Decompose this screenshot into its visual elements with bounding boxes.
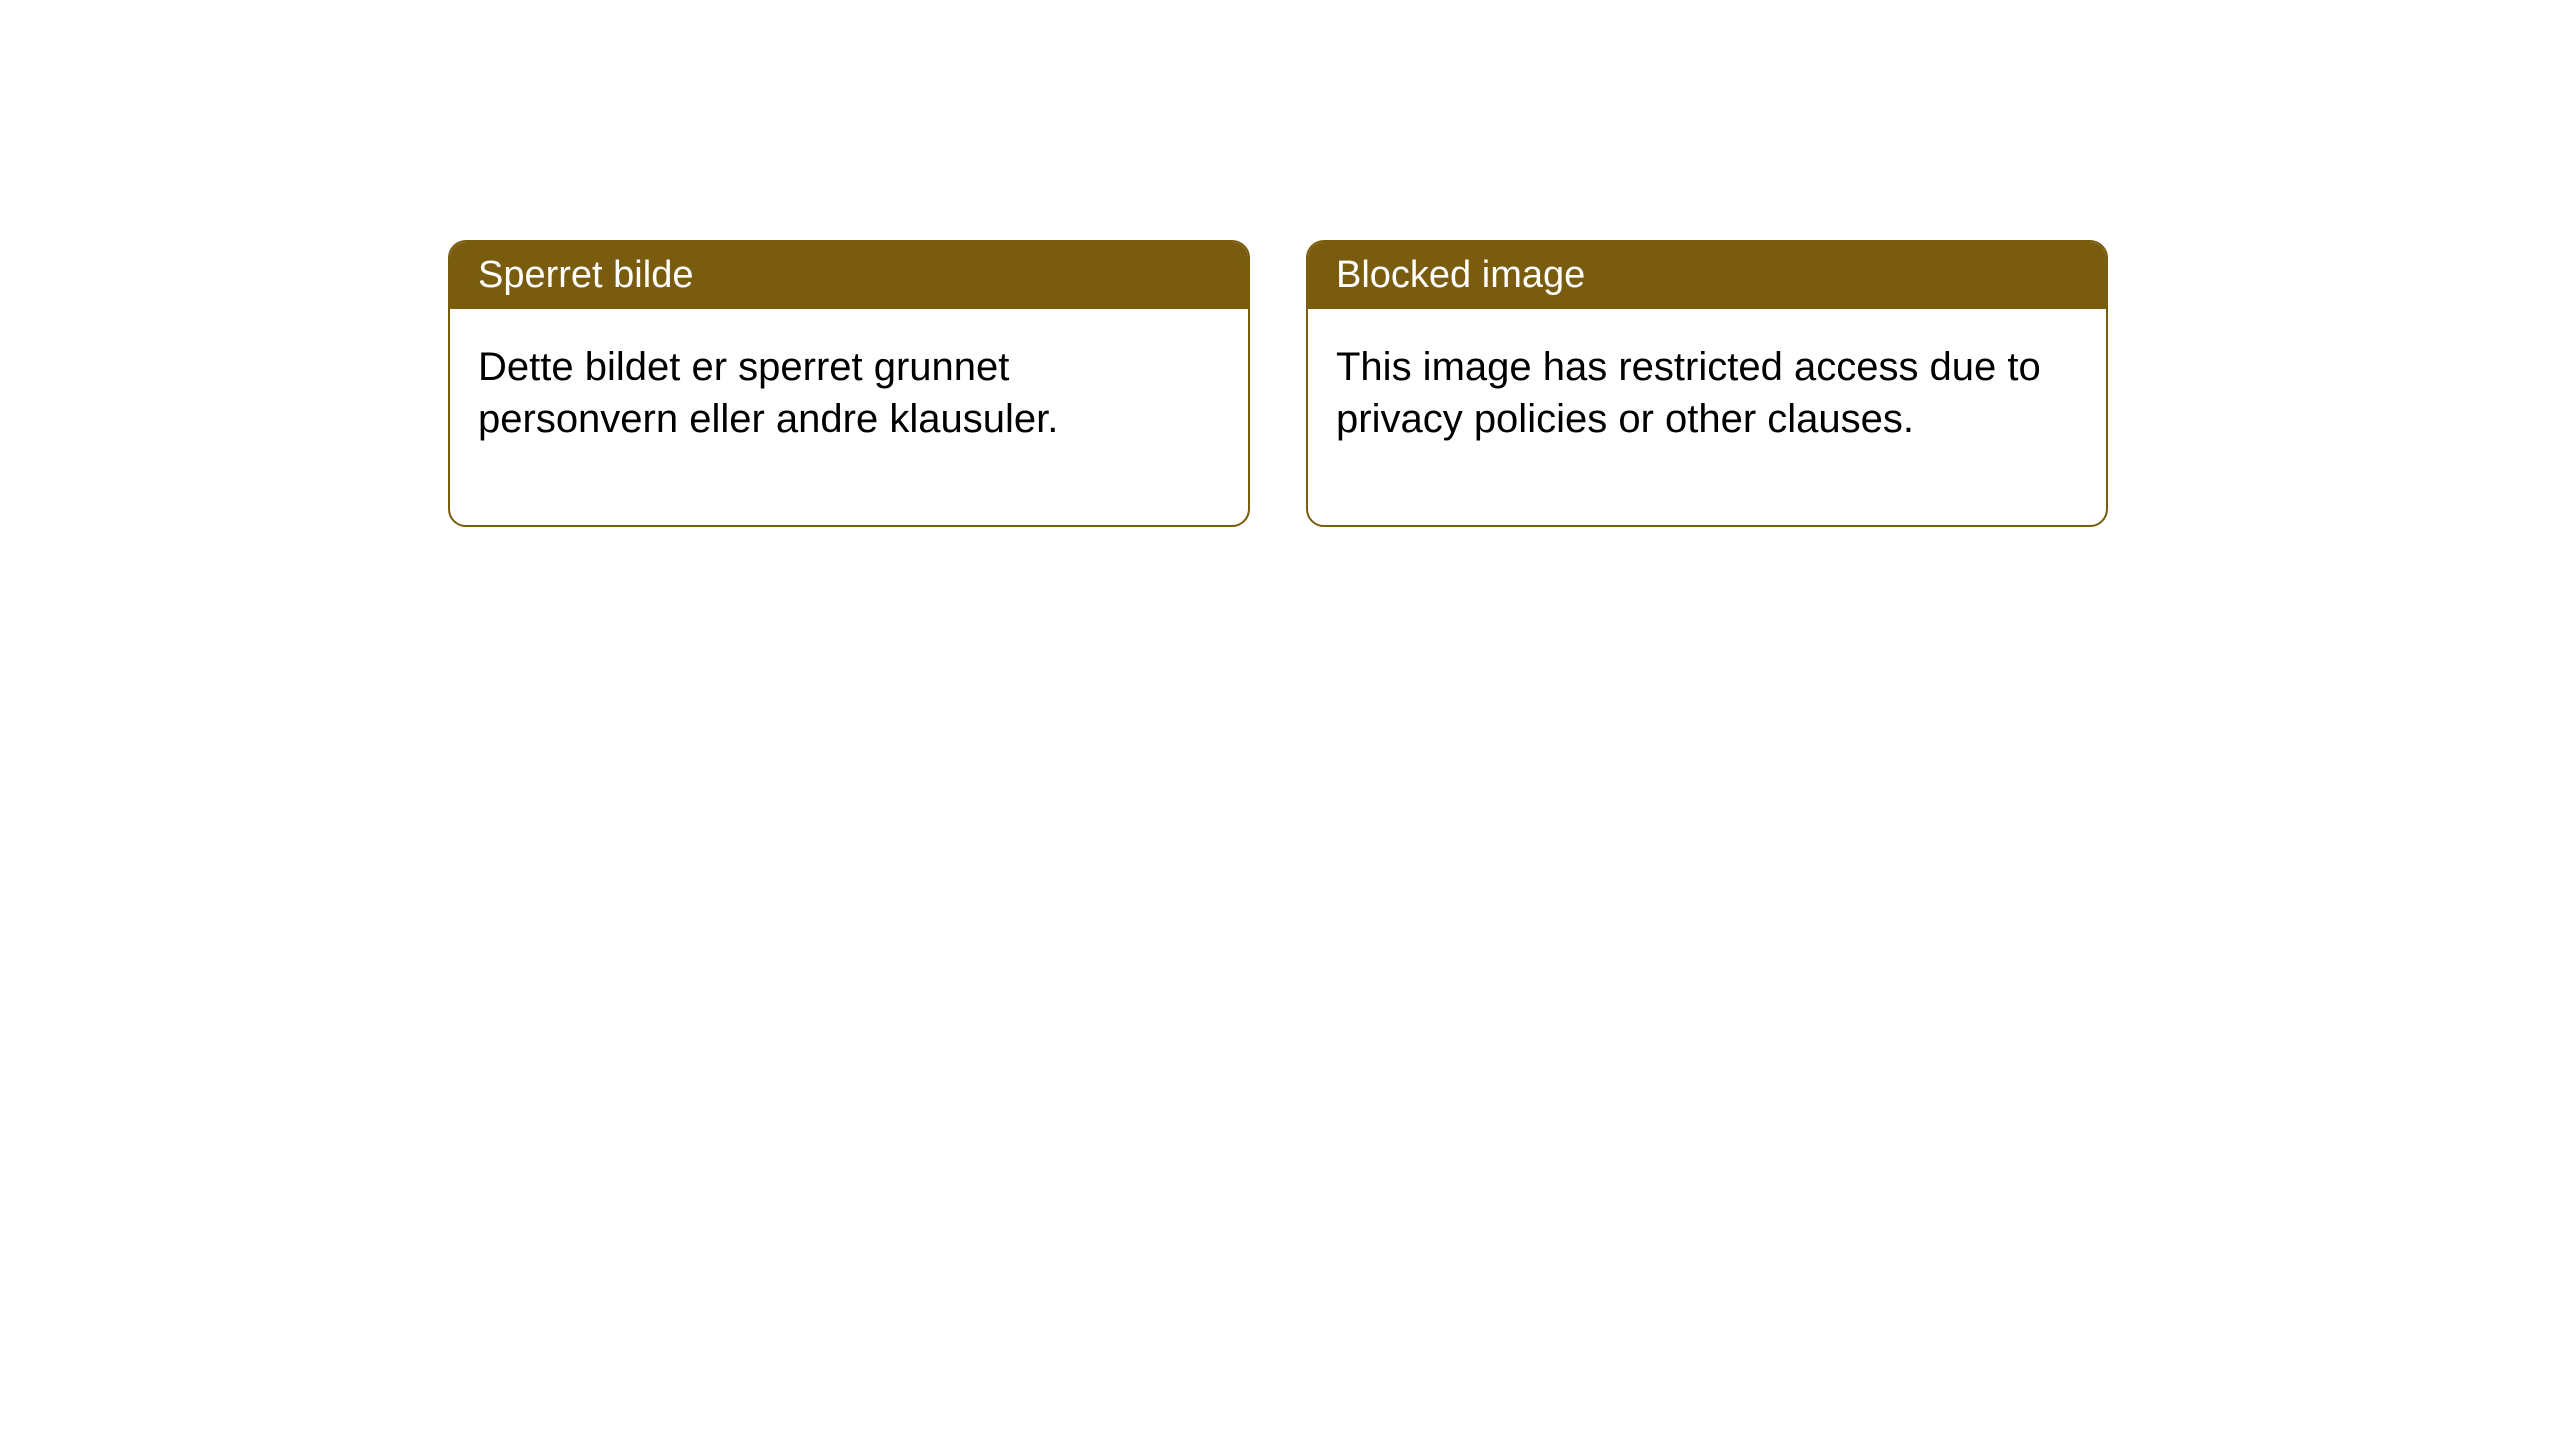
notice-header: Blocked image bbox=[1308, 242, 2106, 309]
notice-card-english: Blocked image This image has restricted … bbox=[1306, 240, 2108, 527]
notice-message: Dette bildet er sperret grunnet personve… bbox=[478, 345, 1058, 441]
notice-header: Sperret bilde bbox=[450, 242, 1248, 309]
notice-title: Blocked image bbox=[1336, 254, 1585, 296]
notice-title: Sperret bilde bbox=[478, 254, 693, 296]
notice-container: Sperret bilde Dette bildet er sperret gr… bbox=[0, 0, 2560, 527]
notice-body: Dette bildet er sperret grunnet personve… bbox=[450, 309, 1248, 525]
notice-card-norwegian: Sperret bilde Dette bildet er sperret gr… bbox=[448, 240, 1250, 527]
notice-message: This image has restricted access due to … bbox=[1336, 345, 2041, 441]
notice-body: This image has restricted access due to … bbox=[1308, 309, 2106, 525]
